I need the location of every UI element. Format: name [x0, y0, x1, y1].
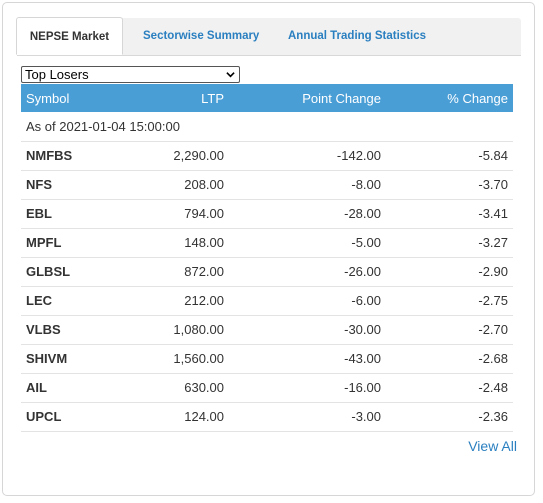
cell-point-change: -26.00 — [229, 256, 386, 286]
cell-symbol[interactable]: MPFL — [21, 227, 121, 257]
cell-point-change: -6.00 — [229, 285, 386, 315]
cell-ltp: 872.00 — [121, 256, 229, 286]
cell-ltp: 1,560.00 — [121, 343, 229, 373]
cell-point-change: -30.00 — [229, 314, 386, 344]
cell-percent-change: -3.41 — [386, 198, 513, 228]
table-row: NFS 208.00 -8.00 -3.70 — [21, 169, 513, 199]
top-losers-table: Symbol LTP Point Change % Change As of 2… — [21, 84, 513, 432]
cell-percent-change: -2.70 — [386, 314, 513, 344]
cell-percent-change: -2.75 — [386, 285, 513, 315]
cell-symbol[interactable]: VLBS — [21, 314, 121, 344]
cell-percent-change: -2.90 — [386, 256, 513, 286]
cell-point-change: -8.00 — [229, 169, 386, 199]
column-header-symbol: Symbol — [26, 90, 70, 106]
chevron-down-icon — [226, 72, 235, 78]
list-type-select-value: Top Losers — [25, 67, 89, 82]
tab-sectorwise-summary[interactable]: Sectorwise Summary — [143, 30, 260, 42]
cell-point-change: -28.00 — [229, 198, 386, 228]
column-header-percent-change: % Change — [447, 90, 508, 106]
table-row: UPCL 124.00 -3.00 -2.36 — [21, 401, 513, 432]
cell-point-change: -5.00 — [229, 227, 386, 257]
table-row: SHIVM 1,560.00 -43.00 -2.68 — [21, 343, 513, 373]
cell-point-change: -3.00 — [229, 401, 386, 432]
table-row: GLBSL 872.00 -26.00 -2.90 — [21, 256, 513, 286]
cell-ltp: 124.00 — [121, 401, 229, 432]
list-type-select[interactable]: Top Losers — [21, 66, 240, 83]
table-row: AIL 630.00 -16.00 -2.48 — [21, 372, 513, 402]
table-row: LEC 212.00 -6.00 -2.75 — [21, 285, 513, 315]
table-row: EBL 794.00 -28.00 -3.41 — [21, 198, 513, 228]
column-header-ltp: LTP — [201, 90, 224, 106]
table-row: MPFL 148.00 -5.00 -3.27 — [21, 227, 513, 257]
view-all-link[interactable]: View All — [468, 438, 517, 454]
cell-ltp: 212.00 — [121, 285, 229, 315]
cell-ltp: 630.00 — [121, 372, 229, 402]
column-header-point-change: Point Change — [302, 90, 381, 106]
cell-percent-change: -3.27 — [386, 227, 513, 257]
cell-symbol[interactable]: EBL — [21, 198, 121, 228]
cell-percent-change: -2.48 — [386, 372, 513, 402]
as-of-timestamp: As of 2021-01-04 15:00:00 — [26, 118, 180, 134]
table-row: NMFBS 2,290.00 -142.00 -5.84 — [21, 140, 513, 170]
cell-symbol[interactable]: GLBSL — [21, 256, 121, 286]
tab-annual-trading-statistics[interactable]: Annual Trading Statistics — [288, 30, 427, 42]
cell-ltp: 1,080.00 — [121, 314, 229, 344]
cell-ltp: 148.00 — [121, 227, 229, 257]
cell-ltp: 2,290.00 — [121, 140, 229, 170]
cell-symbol[interactable]: AIL — [21, 372, 121, 402]
cell-symbol[interactable]: NFS — [21, 169, 121, 199]
as-of-row: As of 2021-01-04 15:00:00 — [21, 112, 513, 141]
table-header-row: Symbol LTP Point Change % Change — [21, 84, 513, 112]
cell-symbol[interactable]: UPCL — [21, 401, 121, 432]
cell-percent-change: -2.36 — [386, 401, 513, 432]
cell-percent-change: -3.70 — [386, 169, 513, 199]
cell-symbol[interactable]: SHIVM — [21, 343, 121, 373]
cell-ltp: 794.00 — [121, 198, 229, 228]
tab-nepse-market[interactable]: NEPSE Market — [16, 17, 123, 55]
cell-percent-change: -2.68 — [386, 343, 513, 373]
cell-point-change: -16.00 — [229, 372, 386, 402]
cell-point-change: -142.00 — [229, 140, 386, 170]
cell-point-change: -43.00 — [229, 343, 386, 373]
cell-percent-change: -5.84 — [386, 140, 513, 170]
table-row: VLBS 1,080.00 -30.00 -2.70 — [21, 314, 513, 344]
cell-symbol[interactable]: LEC — [21, 285, 121, 315]
cell-symbol[interactable]: NMFBS — [21, 140, 121, 170]
cell-ltp: 208.00 — [121, 169, 229, 199]
